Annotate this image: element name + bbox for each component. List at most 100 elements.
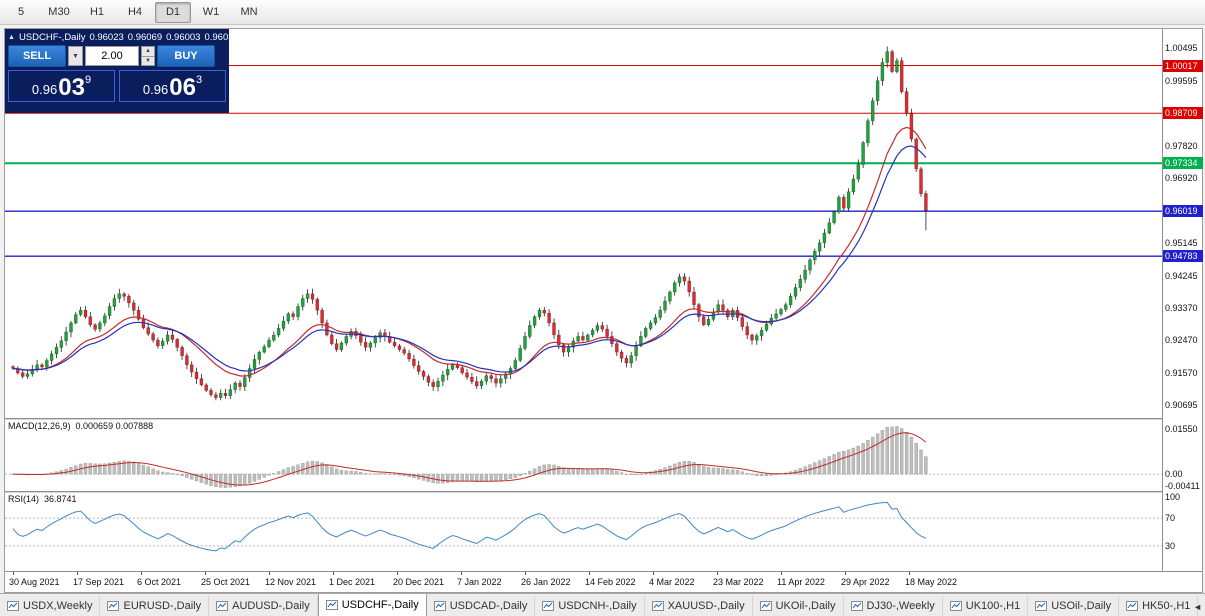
date-label: 23 Mar 2022 <box>713 577 764 587</box>
date-tick <box>525 572 526 575</box>
price-chart-pane[interactable] <box>5 29 1162 418</box>
price-chart-canvas[interactable] <box>5 29 1162 418</box>
chart-tab-label: AUDUSD-,Daily <box>232 600 310 612</box>
chart-tab-label: HK50-,H1 <box>1142 600 1191 612</box>
axis-tick-label: 0.93370 <box>1165 303 1198 313</box>
chart-tab-ukoil-daily[interactable]: UKOil-,Daily <box>753 596 844 616</box>
date-tick <box>717 572 718 575</box>
mini-chart-icon <box>759 601 772 611</box>
axis-tick-label: 0.96920 <box>1165 173 1198 183</box>
chart-tab-usdcad-daily[interactable]: USDCAD-,Daily <box>427 596 536 616</box>
tab-scroll-left-icon[interactable]: ◄ <box>1193 602 1202 612</box>
one-click-trading-panel: ▲ USDCHF-,Daily 0.96023 0.96069 0.96003 … <box>5 29 239 113</box>
chart-tab-hk50-h1[interactable]: HK50-,H1 <box>1119 596 1199 616</box>
timeframe-button-m30[interactable]: M30 <box>48 6 70 18</box>
axis-tick-label: 70 <box>1165 513 1176 523</box>
timeframe-button-h4[interactable]: H4 <box>127 6 143 18</box>
ask-price-pip-digit: 3 <box>195 74 203 86</box>
mini-chart-icon <box>433 601 446 611</box>
date-label: 14 Feb 2022 <box>585 577 636 587</box>
timeframe-button-5[interactable]: 5 <box>17 6 25 18</box>
axis-tick-label: 0.90695 <box>1165 400 1198 410</box>
time-axis[interactable]: 30 Aug 2021 17 Sep 2021 6 Oct 2021 25 Oct 2… <box>5 571 1202 592</box>
date-label: 1 Dec 2021 <box>329 577 376 587</box>
ohlc-close: 0.96039 <box>204 31 239 43</box>
chart-tab-dj30-weekly[interactable]: DJ30-,Weekly <box>844 596 943 616</box>
timeframe-button-d1[interactable]: D1 <box>155 1 191 23</box>
lot-size-input[interactable] <box>85 46 139 66</box>
chart-tab-usdx-weekly[interactable]: USDX,Weekly <box>0 596 101 616</box>
axis-tick-label: 0.01550 <box>1165 424 1198 434</box>
bid-price-box[interactable]: 0.96 03 9 <box>8 70 115 102</box>
rsi-canvas[interactable] <box>5 493 1162 571</box>
chart-tab-label: UK100-,H1 <box>965 600 1021 612</box>
chart-tab-eurusd-daily[interactable]: EURUSD-,Daily <box>100 596 210 616</box>
date-label: 18 May 2022 <box>905 577 958 587</box>
buy-button[interactable]: BUY <box>157 45 215 67</box>
mini-chart-icon <box>325 600 338 610</box>
macd-indicator-pane[interactable]: MACD(12,26,9) 0.000659 0.007888 <box>5 420 1162 491</box>
date-label: 4 Mar 2022 <box>649 577 695 587</box>
chart-tab-bar: USDX,Weekly EURUSD-,Daily AUDUSD-,Daily USD… <box>0 593 1205 616</box>
date-label: 26 Jan 2022 <box>521 577 571 587</box>
mini-chart-icon <box>1126 601 1139 611</box>
chart-tab-audusd-daily[interactable]: AUDUSD-,Daily <box>209 596 318 616</box>
mini-chart-icon <box>107 601 120 611</box>
ohlc-high: 0.96069 <box>127 31 163 43</box>
date-label: 7 Jan 2022 <box>457 577 502 587</box>
bid-price-pip-digit: 9 <box>84 74 92 86</box>
mini-chart-icon <box>7 601 19 611</box>
date-label: 20 Dec 2021 <box>393 577 445 587</box>
ask-price-prefix: 0.96 <box>142 82 169 97</box>
date-tick <box>589 572 590 575</box>
chart-tab-usdcnh-daily[interactable]: USDCNH-,Daily <box>535 596 645 616</box>
mini-chart-icon <box>949 601 962 611</box>
price-level-badge: 1.00017 <box>1163 60 1203 72</box>
timeframe-button-w1[interactable]: W1 <box>202 6 220 18</box>
level-lines[interactable] <box>5 65 1162 257</box>
lot-spin-down-icon[interactable]: ▼ <box>141 55 155 66</box>
date-tick <box>13 572 14 575</box>
candles <box>11 46 928 401</box>
date-label: 30 Aug 2021 <box>9 577 60 587</box>
axis-tick-label: 0.00 <box>1165 469 1183 479</box>
pane-splitter[interactable] <box>5 418 1202 420</box>
date-tick <box>141 572 142 575</box>
ask-price-box[interactable]: 0.96 06 3 <box>119 70 226 102</box>
macd-signal-line <box>12 432 927 486</box>
bid-ask-display: 0.96 03 9 0.96 06 3 <box>5 68 229 104</box>
axis-tick-label: 1.00495 <box>1165 43 1198 53</box>
price-level-badge: 0.98709 <box>1163 107 1203 119</box>
chart-tab-uk100-h1[interactable]: UK100-,H1 <box>943 596 1029 616</box>
date-label: 29 Apr 2022 <box>841 577 890 587</box>
price-level-badge: 0.97334 <box>1163 157 1203 169</box>
date-label: 12 Nov 2021 <box>265 577 317 587</box>
chart-tab-label: USDCNH-,Daily <box>558 600 637 612</box>
sell-button[interactable]: SELL <box>8 45 66 67</box>
axis-tick-label: 0.95145 <box>1165 238 1198 248</box>
pane-splitter[interactable] <box>5 491 1202 493</box>
lot-dropdown-button[interactable]: ▼ <box>68 46 83 66</box>
mini-chart-icon <box>1035 601 1048 611</box>
macd-canvas[interactable] <box>5 420 1162 491</box>
timeframe-toolbar: 5 M30 H1 H4 D1 W1 MN <box>0 0 1205 25</box>
chart-tab-usdchf-daily[interactable]: USDCHF-,Daily <box>317 594 427 616</box>
timeframe-button-mn[interactable]: MN <box>240 6 258 18</box>
rsi-line <box>12 501 927 552</box>
timeframe-button-h1[interactable]: H1 <box>89 6 105 18</box>
rsi-indicator-pane[interactable]: RSI(14) 36.8741 <box>5 493 1162 571</box>
collapse-panel-icon[interactable]: ▲ <box>8 33 15 41</box>
axis-tick-label: -0.00411 <box>1165 481 1200 491</box>
macd-label: MACD(12,26,9) 0.000659 0.007888 <box>8 421 154 431</box>
chart-tab-usoil-daily[interactable]: USOil-,Daily <box>1028 596 1120 616</box>
date-tick <box>77 572 78 575</box>
date-tick <box>397 572 398 575</box>
chart-tab-label: USDCHF-,Daily <box>341 599 419 611</box>
price-axis[interactable]: 1.00495 0.99595 0.97820 0.96920 0.95145 0.942… <box>1162 29 1203 571</box>
chart-tab-xauusd-daily[interactable]: XAUUSD-,Daily <box>645 596 753 616</box>
axis-tick-label: 0.97820 <box>1165 141 1198 151</box>
ohlc-open: 0.96023 <box>89 31 124 43</box>
date-tick <box>909 572 910 575</box>
symbol-period-label: USDCHF-,Daily <box>18 31 86 43</box>
chart-title-row: ▲ USDCHF-,Daily 0.96023 0.96069 0.96003 … <box>5 29 239 44</box>
